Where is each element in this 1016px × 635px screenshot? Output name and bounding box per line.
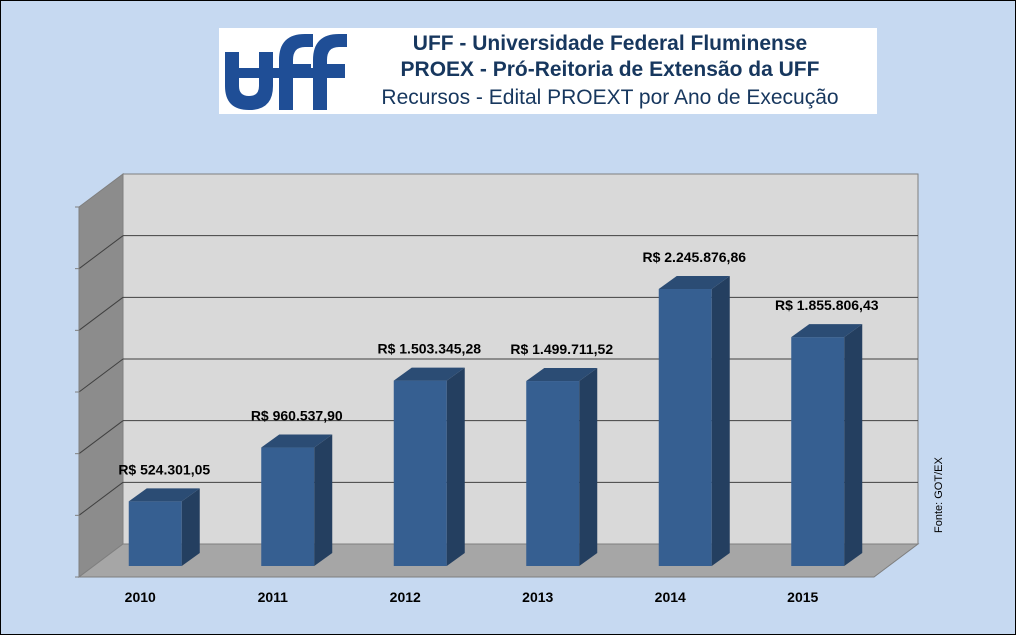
title-line-3: Recursos - Edital PROEXT por Ano de Exec…: [381, 86, 839, 109]
gridline-side: [78, 420, 124, 455]
x-tick-label: 2013: [522, 589, 553, 605]
bar-front: [791, 337, 845, 566]
bar-front: [128, 501, 182, 566]
chart-header: UFF - Universidade Federal Fluminense PR…: [219, 28, 877, 114]
bar-data-label: R$ 1.499.711,52: [510, 341, 613, 357]
bar-top: [526, 368, 598, 382]
bar-front: [526, 381, 580, 566]
bar-data-label: R$ 1.503.345,28: [377, 341, 481, 357]
bar-top: [791, 324, 863, 338]
bar-data-label: R$ 524.301,05: [118, 461, 210, 477]
gridline-side: [78, 358, 124, 393]
title-line-2: PROEX - Pró-Reitoria de Extensão da UFF: [400, 58, 820, 81]
source-note: Fonte: GOT/EX: [933, 457, 945, 533]
bar-front: [658, 289, 712, 566]
bar-data-label: R$ 1.855.806,43: [775, 297, 879, 313]
x-tick-label: 2015: [787, 589, 818, 605]
gridline-side: [78, 296, 124, 331]
bar-front: [261, 447, 315, 566]
x-tick-label: 2012: [390, 589, 421, 605]
uff-logo: [225, 34, 347, 110]
bar-side: [314, 434, 333, 566]
bar-side: [181, 488, 200, 566]
bar-top: [393, 367, 465, 381]
bar-side: [579, 368, 598, 566]
bar-top: [261, 434, 333, 448]
gridline-side: [78, 235, 124, 270]
bar-side: [711, 276, 730, 566]
x-tick-label: 2010: [125, 589, 156, 605]
bar-top: [658, 276, 730, 290]
title-line-1: UFF - Universidade Federal Fluminense: [412, 32, 808, 55]
bar-data-label: R$ 2.245.876,86: [642, 249, 746, 265]
bar-side: [844, 324, 863, 566]
bar-data-label: R$ 960.537,90: [251, 408, 343, 424]
bar-top: [128, 488, 200, 502]
x-tick-label: 2011: [258, 589, 289, 605]
bar-side: [446, 367, 465, 566]
gridline-side: [78, 481, 124, 516]
bar-front: [393, 380, 447, 566]
x-tick-label: 2014: [655, 589, 686, 605]
